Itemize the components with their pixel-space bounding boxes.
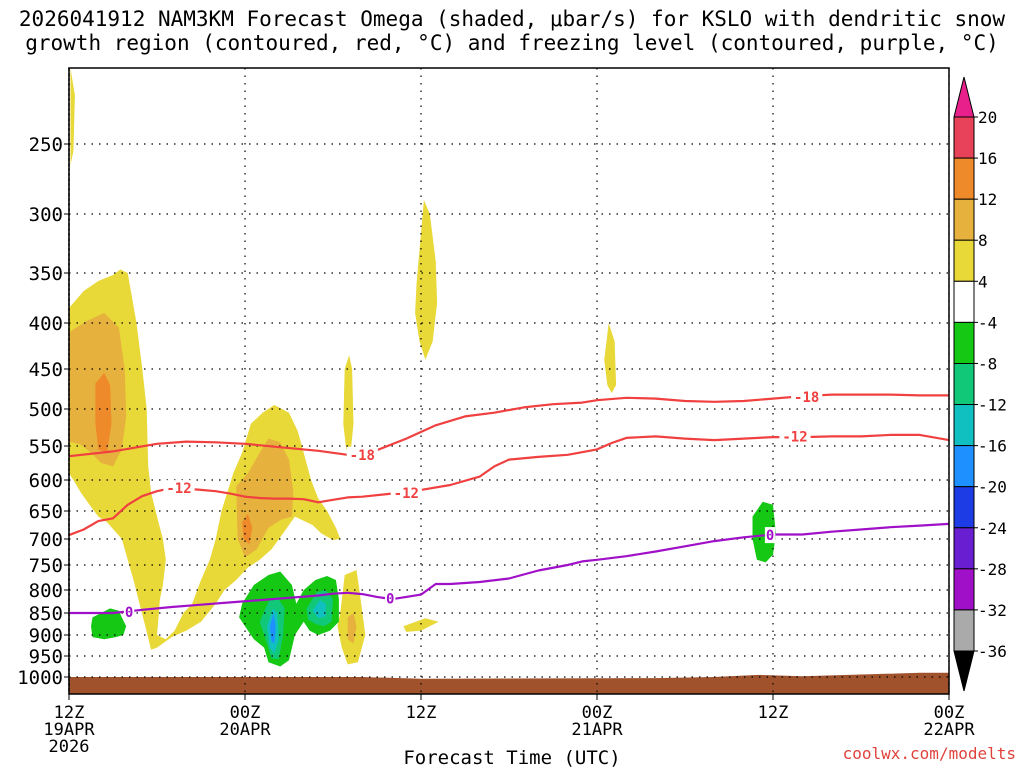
x-tick-label: 12Z xyxy=(54,703,85,723)
colorbar-label: -32 xyxy=(978,601,1007,620)
y-tick-label: 450 xyxy=(29,359,63,381)
colorbar-swatch xyxy=(953,486,975,529)
x-tick-label: 12Z xyxy=(406,703,437,723)
colorbar-label: -12 xyxy=(978,396,1007,415)
y-tick-label: 1000 xyxy=(17,667,63,689)
x-tick-label: 00Z xyxy=(230,703,261,723)
omega-region-4 xyxy=(69,269,341,650)
contour-label: -12 xyxy=(782,429,807,445)
contour-label-bg xyxy=(123,604,135,621)
chart-title-line-1: 2026041912 NAM3KM Forecast Omega (shaded… xyxy=(18,7,1006,31)
x-tick-label: 2026 xyxy=(49,737,90,757)
omega-region-4 xyxy=(604,323,617,393)
y-tick-label: 850 xyxy=(29,603,63,625)
y-tick-label: 300 xyxy=(29,204,63,226)
colorbar-label: -8 xyxy=(978,355,997,374)
colorbar-swatch xyxy=(953,568,975,611)
y-tick-label: 400 xyxy=(29,313,63,335)
contour-label: -18 xyxy=(350,448,375,464)
x-tick-label: 20APR xyxy=(219,720,271,740)
omega-region-8 xyxy=(347,613,357,644)
contour-label: -12 xyxy=(394,486,419,502)
colorbar-label: 20 xyxy=(978,108,997,127)
colorbar-label: -20 xyxy=(978,478,1007,497)
x-tick-label: 19APR xyxy=(43,720,95,740)
contour-label-bg xyxy=(163,480,195,497)
y-tick-label: 500 xyxy=(29,399,63,421)
contour-label-bg xyxy=(346,446,378,463)
y-tick-label: 250 xyxy=(29,134,63,156)
contour-label-bg xyxy=(385,590,396,607)
colorbar-swatch xyxy=(953,198,975,241)
x-axis-title: Forecast Time (UTC) xyxy=(403,747,621,769)
colorbar-label: 4 xyxy=(978,272,988,291)
colorbar-swatch xyxy=(953,609,975,652)
colorbar-swatch xyxy=(953,404,975,447)
colorbar-label: -4 xyxy=(978,313,997,332)
y-tick-label: 800 xyxy=(29,580,63,602)
omega-region-4 xyxy=(403,618,439,632)
colorbar-swatch xyxy=(953,527,975,570)
omega-region-4 xyxy=(343,355,354,453)
y-tick-label: 550 xyxy=(29,436,63,458)
omega-region--4 xyxy=(752,501,776,563)
omega-region-12 xyxy=(95,373,112,453)
omega-region-12 xyxy=(242,513,253,545)
contour-label-bg xyxy=(779,428,811,445)
colorbar-label: 12 xyxy=(978,190,997,209)
omega-region-4 xyxy=(70,68,75,165)
contour-label: -18 xyxy=(794,390,819,406)
x-tick-label: 22APR xyxy=(923,720,975,740)
colorbar-label: -28 xyxy=(978,560,1007,579)
colorbar-label: -36 xyxy=(978,642,1007,661)
omega-region--4 xyxy=(91,608,127,640)
terrain xyxy=(69,672,949,694)
watermark: coolwx.com/modelts xyxy=(842,744,1016,763)
y-tick-label: 650 xyxy=(29,501,63,523)
colorbar-swatch xyxy=(953,321,975,364)
colorbar-swatch xyxy=(953,445,975,488)
colorbar-bottom-arrow xyxy=(953,650,975,692)
contour-label: 0 xyxy=(386,591,394,607)
colorbar-swatch xyxy=(953,239,975,282)
omega-region--12 xyxy=(312,600,326,619)
colorbar-swatch xyxy=(953,157,975,200)
colorbar-label: -24 xyxy=(978,519,1007,538)
colorbar-label: 16 xyxy=(978,149,997,168)
contour-label-bg xyxy=(390,485,422,501)
y-tick-label: 750 xyxy=(29,555,63,577)
colorbar-swatch xyxy=(953,116,975,159)
contour-label: 0 xyxy=(766,528,774,544)
y-tick-label: 600 xyxy=(29,470,63,492)
x-tick-label: 00Z xyxy=(582,703,613,723)
omega-region-4 xyxy=(415,200,438,360)
colorbar-label: -16 xyxy=(978,437,1007,456)
chart-title-line-2: growth region (contoured, red, °C) and f… xyxy=(25,31,999,55)
colorbar-top-arrow xyxy=(953,76,975,118)
contour-label: -12 xyxy=(166,481,191,497)
y-tick-label: 950 xyxy=(29,646,63,668)
contour-label-bg xyxy=(764,527,776,544)
contour-label: 0 xyxy=(125,605,133,621)
y-tick-label: 350 xyxy=(29,263,63,285)
colorbar-swatch xyxy=(953,280,975,323)
omega-region--16 xyxy=(269,613,276,644)
x-tick-label: 00Z xyxy=(934,703,965,723)
contour-line-1 xyxy=(69,433,949,537)
colorbar-swatch xyxy=(953,363,975,406)
y-tick-label: 700 xyxy=(29,529,63,551)
y-tick-label: 900 xyxy=(29,625,63,647)
x-tick-label: 12Z xyxy=(758,703,789,723)
contour-label-bg xyxy=(791,389,823,405)
x-tick-label: 21APR xyxy=(571,720,623,740)
colorbar-label: 8 xyxy=(978,231,988,250)
